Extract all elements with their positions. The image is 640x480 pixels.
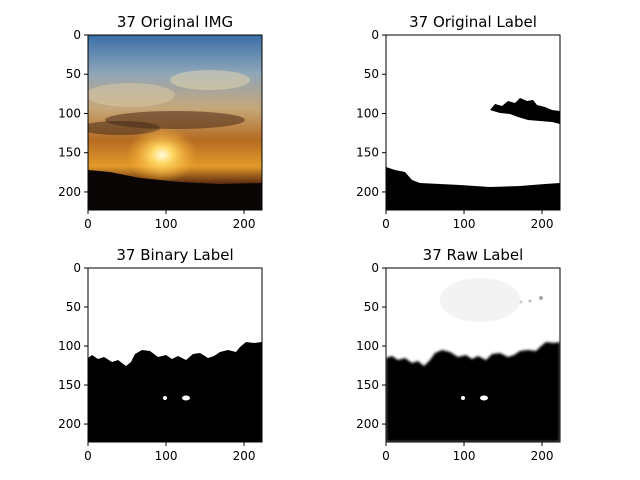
x-tick-label: 200 (531, 449, 554, 463)
y-tick-label: 150 (58, 378, 81, 392)
x-tick-label: 0 (382, 449, 390, 463)
y-tick-label: 0 (371, 261, 379, 275)
subplot-title: 37 Original Label (409, 13, 537, 31)
x-tick-label: 200 (233, 217, 256, 231)
x-tick-label: 100 (453, 217, 476, 231)
x-tick-label: 100 (155, 449, 178, 463)
y-tick-label: 100 (356, 339, 379, 353)
y-tick-label: 150 (356, 378, 379, 392)
panel-raw-label (385, 267, 561, 443)
x-tick-label: 0 (84, 217, 92, 231)
panel-binary-label (87, 267, 263, 443)
x-tick-label: 0 (382, 217, 390, 231)
y-tick-label: 0 (371, 28, 379, 42)
panel-original-img (87, 34, 263, 211)
y-tick-label: 150 (58, 146, 81, 160)
subplot-title: 37 Binary Label (116, 246, 233, 264)
y-tick-label: 150 (356, 146, 379, 160)
y-tick-label: 200 (356, 185, 379, 199)
y-tick-label: 0 (73, 28, 81, 42)
x-tick-label: 0 (84, 449, 92, 463)
y-tick-label: 200 (58, 185, 81, 199)
mask-image (386, 35, 560, 210)
x-tick-label: 100 (453, 449, 476, 463)
y-tick-label: 50 (66, 300, 81, 314)
y-tick-label: 50 (66, 67, 81, 81)
y-tick-label: 200 (356, 417, 379, 431)
panel-original-label (385, 34, 561, 211)
mask-image (386, 268, 560, 442)
y-tick-label: 50 (364, 67, 379, 81)
mask-image (88, 268, 262, 442)
x-tick-label: 100 (155, 217, 178, 231)
x-tick-label: 200 (531, 217, 554, 231)
subplot-title: 37 Raw Label (423, 246, 524, 264)
photo-image (88, 35, 262, 210)
subplot-title: 37 Original IMG (117, 13, 233, 31)
x-tick-label: 200 (233, 449, 256, 463)
y-tick-label: 0 (73, 261, 81, 275)
y-tick-label: 50 (364, 300, 379, 314)
y-tick-label: 100 (58, 106, 81, 120)
y-tick-label: 200 (58, 417, 81, 431)
y-tick-label: 100 (356, 106, 379, 120)
y-tick-label: 100 (58, 339, 81, 353)
